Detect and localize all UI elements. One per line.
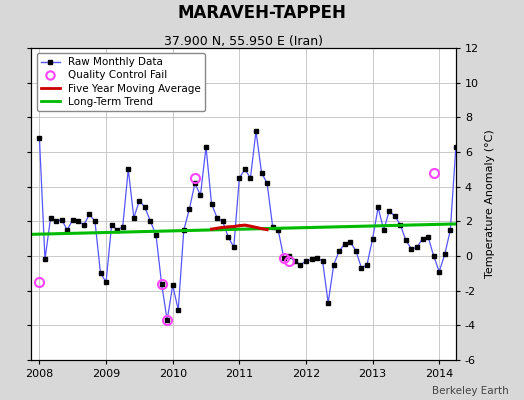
Title: 37.900 N, 55.950 E (Iran): 37.900 N, 55.950 E (Iran) bbox=[164, 35, 323, 48]
Text: Berkeley Earth: Berkeley Earth bbox=[432, 386, 508, 396]
Y-axis label: Temperature Anomaly (°C): Temperature Anomaly (°C) bbox=[485, 130, 495, 278]
Legend: Raw Monthly Data, Quality Control Fail, Five Year Moving Average, Long-Term Tren: Raw Monthly Data, Quality Control Fail, … bbox=[37, 53, 205, 111]
Text: MARAVEH-TAPPEH: MARAVEH-TAPPEH bbox=[178, 4, 346, 22]
